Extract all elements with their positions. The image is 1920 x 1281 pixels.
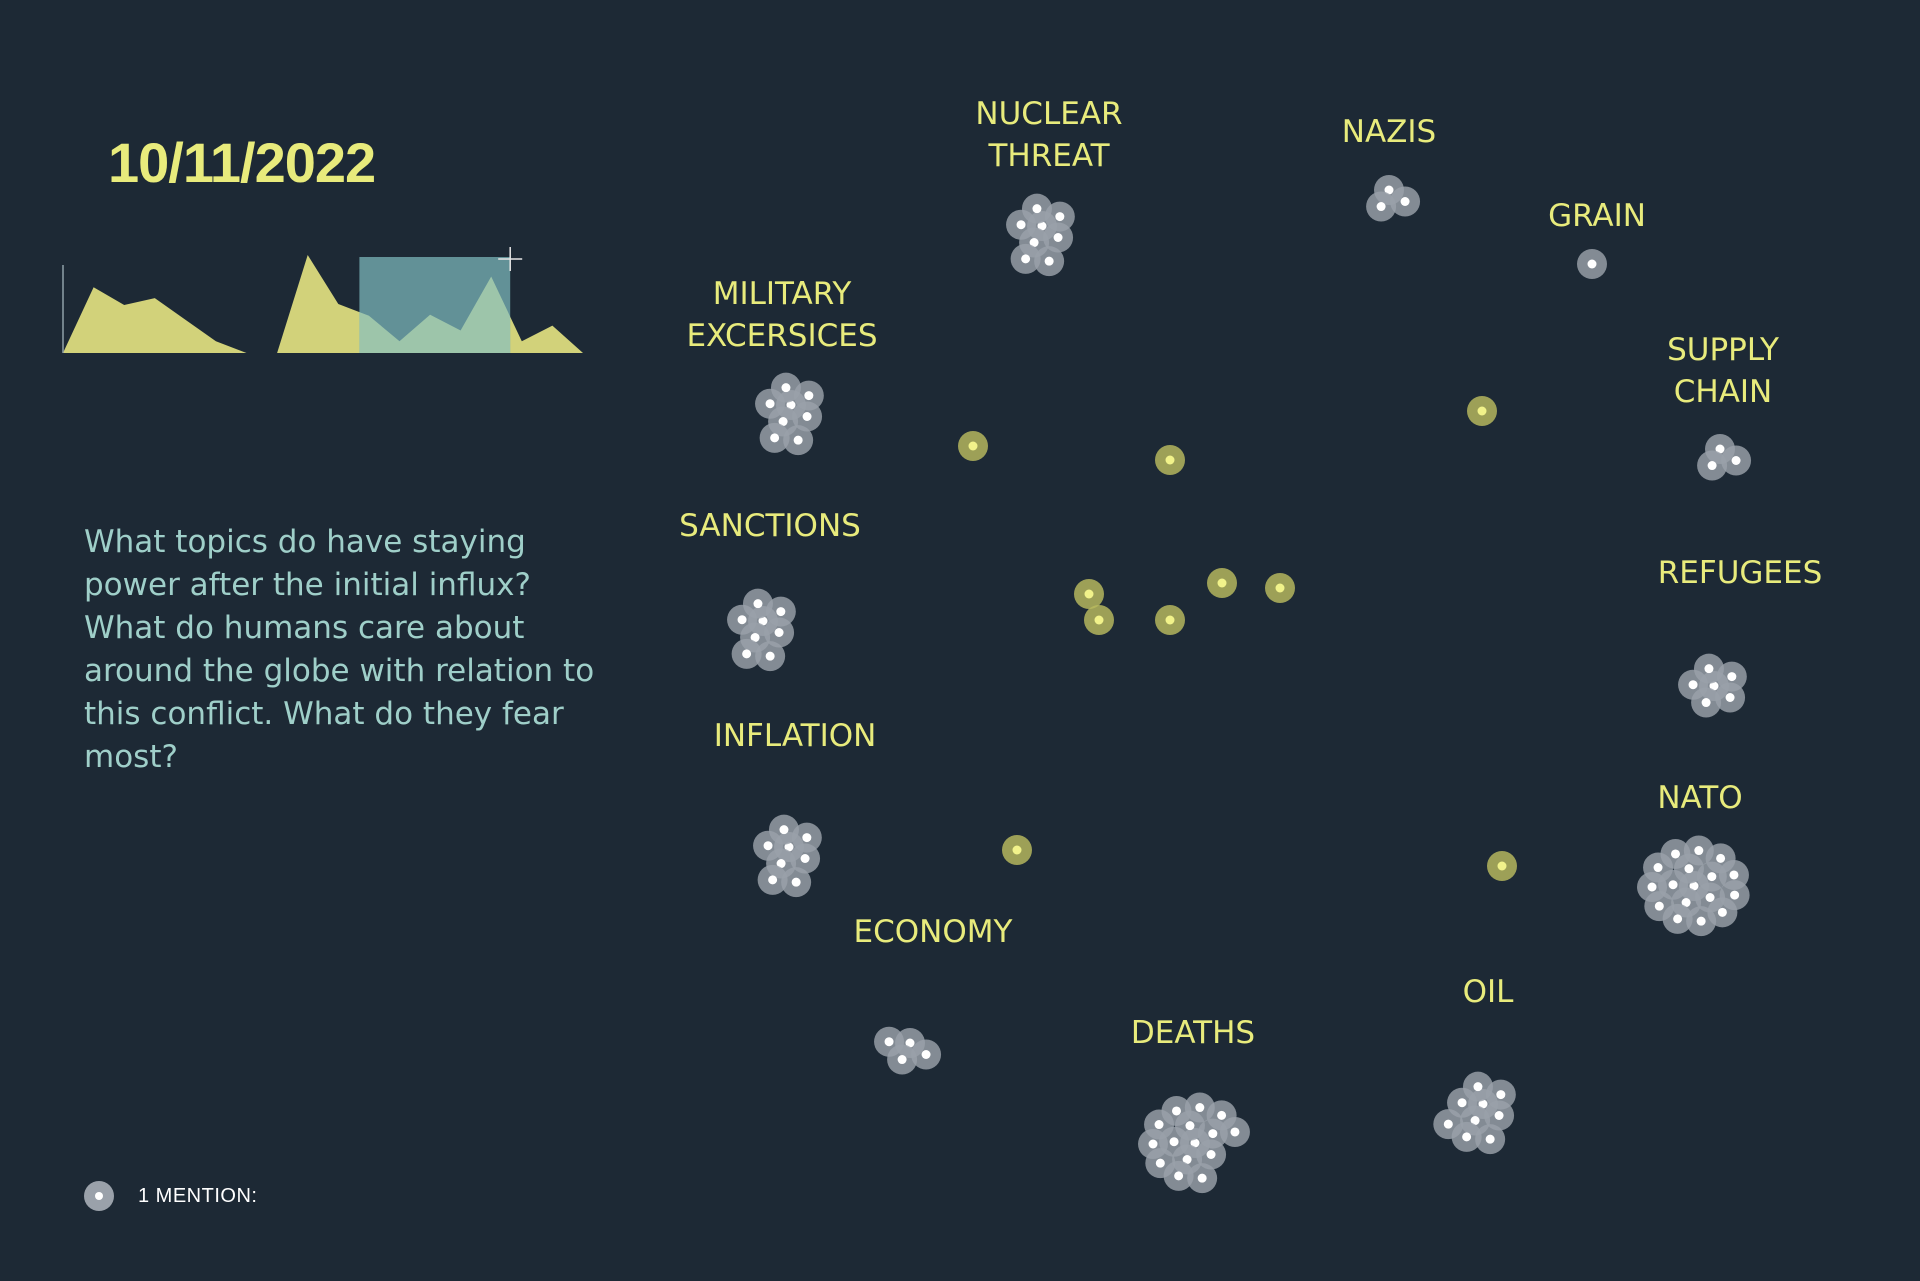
unassigned-mention-dot <box>1467 396 1497 426</box>
mention-dot <box>1475 1124 1506 1155</box>
mention-dot <box>1390 186 1421 217</box>
topic-label-line: ECONOMY <box>853 914 1013 950</box>
mention-dot <box>1187 1163 1218 1194</box>
topic-label-nuclear-threat: NUCLEAR THREAT <box>975 93 1122 177</box>
mention-dot <box>1697 450 1728 481</box>
topic-label-line: SUPPLY <box>1667 332 1779 368</box>
mention-dot <box>791 822 822 853</box>
unassigned-mention-dot <box>1002 835 1032 865</box>
topic-label-supply-chain: SUPPLY CHAIN <box>1667 329 1779 413</box>
unassigned-mention-dot <box>1155 605 1185 635</box>
unassigned-mention-dot <box>958 431 988 461</box>
mention-dot <box>765 596 796 627</box>
mention-dot <box>1219 1116 1250 1147</box>
topic-label-grain: GRAIN <box>1548 195 1646 237</box>
unassigned-mention-dot <box>1487 851 1517 881</box>
mention-dot <box>781 867 812 898</box>
unassigned-mention-dot <box>1207 568 1237 598</box>
mention-dot <box>757 864 788 895</box>
topic-label-line: EXCERSICES <box>686 318 878 354</box>
topic-label-economy: ECONOMY <box>854 911 1013 953</box>
mention-dot <box>874 1026 905 1057</box>
unassigned-mention-dot <box>1155 445 1185 475</box>
topic-label-line: CHAIN <box>1673 374 1773 410</box>
legend-label: 1 MENTION: <box>138 1184 258 1207</box>
mention-dot <box>1034 246 1065 277</box>
mention-dot <box>1660 838 1691 869</box>
mention-dot <box>1462 1071 1493 1102</box>
mention-dot <box>1707 897 1738 928</box>
mention-dot <box>1716 661 1747 692</box>
mention-dot <box>1577 249 1607 279</box>
mention-timeline-chart <box>62 247 583 353</box>
mention-dot <box>1021 193 1052 224</box>
unassigned-mention-dot <box>1265 573 1295 603</box>
topic-label-line: MILITARY <box>712 276 852 312</box>
topic-label-line: OIL <box>1462 974 1514 1010</box>
topic-label-line: GRAIN <box>1548 198 1646 234</box>
mention-dot <box>1161 1095 1192 1126</box>
mention-dot <box>742 588 773 619</box>
topic-label-sanctions: SANCTIONS <box>679 505 861 547</box>
mention-dot <box>1485 1079 1516 1110</box>
topic-label-nato: NATO <box>1657 777 1742 819</box>
mention-dot <box>1044 201 1075 232</box>
topic-label-line: NATO <box>1657 780 1743 816</box>
mention-dot <box>1010 243 1041 274</box>
topic-label-military-excersices: MILITARY EXCERSICES <box>686 273 877 357</box>
legend: 1 MENTION: <box>84 1180 257 1212</box>
topic-label-line: NAZIS <box>1341 114 1437 150</box>
date-title: 10/11/2022 <box>108 131 376 194</box>
topic-label-line: REFUGEES <box>1657 555 1823 591</box>
topic-label-line: THREAT <box>988 138 1110 174</box>
mention-dot <box>911 1039 942 1070</box>
mention-dot <box>770 372 801 403</box>
question-text: What topics do have staying power after … <box>84 524 595 775</box>
mention-dot <box>793 380 824 411</box>
topic-label-inflation: INFLATION <box>714 715 877 757</box>
unassigned-mention-dot <box>1084 605 1114 635</box>
mention-dot <box>731 638 762 669</box>
topic-label-line: DEATHS <box>1130 1015 1256 1051</box>
timeline-area-highlighted <box>359 276 511 353</box>
mention-dot <box>783 425 814 456</box>
topic-label-nazis: NAZIS <box>1342 111 1436 153</box>
mention-dot <box>755 641 786 672</box>
topic-label-oil: OIL <box>1463 971 1514 1013</box>
mention-dot <box>1433 1109 1464 1140</box>
topic-label-deaths: DEATHS <box>1131 1012 1255 1054</box>
mention-dot <box>1693 653 1724 684</box>
topic-label-line: NUCLEAR <box>975 96 1123 132</box>
mention-dot-icon <box>84 1181 114 1211</box>
topic-label-line: SANCTIONS <box>679 508 861 544</box>
mention-dot <box>1721 445 1752 476</box>
mention-dot <box>768 814 799 845</box>
mention-dot <box>759 422 790 453</box>
topic-label-line: INFLATION <box>713 718 877 754</box>
topic-label-refugees: REFUGEES <box>1658 552 1823 594</box>
unassigned-mention-dot <box>1074 579 1104 609</box>
mention-dot <box>1366 191 1397 222</box>
